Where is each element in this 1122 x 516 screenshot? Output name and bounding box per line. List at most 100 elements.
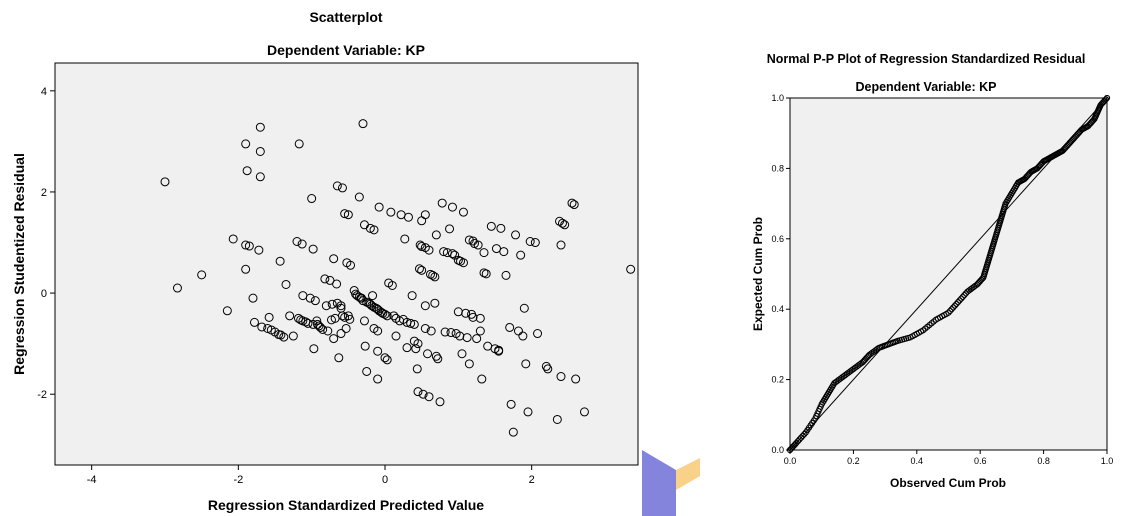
scatter-point xyxy=(433,354,443,364)
scatter-point xyxy=(431,230,441,240)
pp-y-tick-label: 0.2 xyxy=(771,375,784,385)
scatter-point xyxy=(428,270,438,280)
scatter-point xyxy=(491,244,501,254)
pp-point xyxy=(1103,94,1111,102)
scatter-point xyxy=(477,374,487,384)
scatter-point xyxy=(360,341,370,351)
scatter-point xyxy=(541,361,551,371)
pp-y-axis-label: Expected Cum Prob xyxy=(751,217,765,331)
pp-point xyxy=(954,299,962,306)
scatter-point xyxy=(368,291,378,301)
scatter-point xyxy=(255,172,265,182)
scatter-point xyxy=(475,313,485,323)
scatter-point xyxy=(556,240,566,250)
scatter-point xyxy=(457,349,467,359)
scatter-point xyxy=(481,269,491,279)
scatter-point xyxy=(387,280,397,290)
scatter-point xyxy=(431,351,441,361)
scatter-point xyxy=(310,296,320,306)
pp-point xyxy=(961,292,968,299)
pp-x-tick-label: 0.6 xyxy=(974,456,987,466)
scatter-point xyxy=(257,322,267,332)
pp-point xyxy=(946,307,954,315)
watermark-logo xyxy=(642,450,700,516)
scatter-point xyxy=(569,200,579,210)
scatter-point xyxy=(464,359,474,369)
scatter-point xyxy=(486,221,496,231)
scatter-point xyxy=(303,318,313,328)
scatter-point xyxy=(462,333,472,343)
scatter-point xyxy=(552,414,562,424)
scatter-point xyxy=(420,323,430,333)
scatter-point xyxy=(508,427,518,437)
scatter-point xyxy=(461,308,471,318)
scatter-point xyxy=(382,311,392,321)
scatter-point xyxy=(285,311,295,321)
pp-point xyxy=(953,300,960,308)
scatter-point xyxy=(402,343,412,353)
scatter-point xyxy=(249,317,259,327)
scatter-point xyxy=(358,119,368,129)
pp-point xyxy=(951,302,958,309)
scatter-point xyxy=(468,312,478,322)
scatter-point xyxy=(288,331,298,341)
scatter-point xyxy=(430,298,440,308)
pp-y-tick-label: 0.0 xyxy=(771,445,784,455)
scatter-point xyxy=(244,241,254,251)
scatter-point xyxy=(336,329,346,339)
scatter-point xyxy=(297,239,307,249)
scatter-point xyxy=(420,210,430,220)
scatter-point xyxy=(423,349,433,359)
scatter-point xyxy=(320,274,330,284)
scatter-point xyxy=(254,245,264,255)
scatter-point xyxy=(479,248,489,258)
scatter-point xyxy=(435,397,445,407)
scatter-point xyxy=(264,312,274,322)
scatter-point xyxy=(160,177,170,187)
scatter-point xyxy=(197,270,207,280)
pp-y-tick-label: 0.4 xyxy=(771,304,784,314)
pp-point xyxy=(874,345,881,353)
scatter-point xyxy=(447,202,457,212)
scatter-point xyxy=(458,258,468,268)
scatter-point xyxy=(391,331,401,341)
pp-point xyxy=(958,295,965,302)
scatter-point xyxy=(525,236,535,246)
scatter-x-tick-label: 2 xyxy=(529,474,535,486)
scatter-point xyxy=(341,323,351,333)
scatter-point xyxy=(513,326,523,336)
scatter-point xyxy=(276,330,286,340)
scatter-point xyxy=(255,146,265,156)
scatter-point xyxy=(386,207,396,217)
pp-x-tick-label: 0.0 xyxy=(784,456,797,466)
scatter-point xyxy=(501,270,511,280)
scatter-point xyxy=(496,223,506,233)
scatter-point xyxy=(426,326,436,336)
scatter-point xyxy=(329,334,339,344)
scatter-point xyxy=(172,283,182,293)
scatter-point xyxy=(523,407,533,417)
scatter-x-tick-label: 0 xyxy=(382,474,388,486)
scatter-point xyxy=(412,364,422,374)
scatter-point xyxy=(343,210,353,220)
scatter-point xyxy=(530,238,540,248)
scatter-point xyxy=(241,240,251,250)
pp-y-tick-label: 0.6 xyxy=(771,234,784,244)
scatter-x-axis-label: Regression Standardized Predicted Value xyxy=(208,497,484,513)
scatter-point xyxy=(439,247,449,257)
scatter-point xyxy=(242,166,252,176)
pp-point xyxy=(959,293,966,300)
scatter-point xyxy=(332,279,342,289)
pp-point xyxy=(793,439,800,447)
scatter-point xyxy=(362,366,372,376)
scatter-points xyxy=(160,119,636,437)
scatter-point xyxy=(494,346,504,356)
scatter-point xyxy=(557,218,567,228)
scatter-point xyxy=(446,328,456,338)
scatter-point xyxy=(228,234,238,244)
scatter-x-tick-label: -4 xyxy=(87,474,97,486)
scatter-point xyxy=(294,139,304,149)
scatter-point xyxy=(389,311,399,321)
scatter-point xyxy=(424,245,434,255)
scatter-point xyxy=(337,311,347,321)
